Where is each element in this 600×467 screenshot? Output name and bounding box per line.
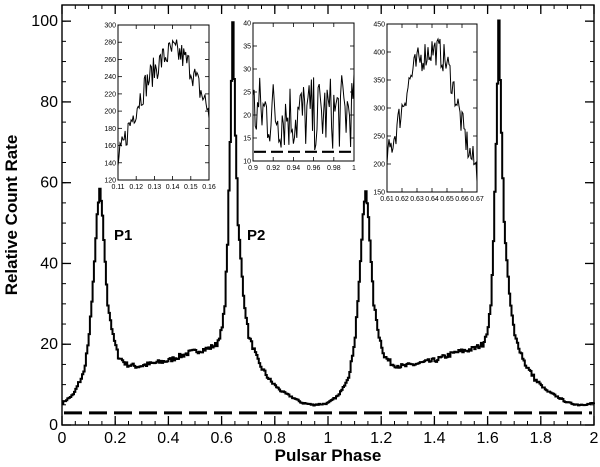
inset-series-trace: [117, 38, 210, 166]
main-ticks: [61, 5, 595, 426]
inset-x-tick-label: 0.66: [455, 196, 469, 203]
main-series: [62, 19, 595, 415]
inset-y-tick-label: 200: [104, 109, 116, 116]
inset-x-tick-label: 0.15: [184, 184, 198, 191]
inset-y-tick-label: 15: [243, 136, 251, 143]
inset-series-trace: [386, 37, 478, 182]
inset-x-tick-label: 0.92: [266, 165, 280, 172]
inset-y-tick-label: 260: [104, 57, 116, 64]
y-tick-label: 40: [40, 255, 58, 272]
x-tick-label: 2: [590, 430, 599, 447]
x-tick-label: 0.8: [264, 430, 286, 447]
main-chart: 0 0.2 0.4 0.6 0.8 1 1.2 1.4 1.6 1.8 2020406080100 …: [2, 4, 599, 465]
inset-frame: [117, 24, 210, 181]
x-tick-label: 0.6: [210, 430, 232, 447]
x-tick-label: 1: [324, 430, 333, 447]
inset-y-tick-label: 250: [373, 134, 385, 141]
x-tick-label: 0: [58, 430, 67, 447]
inset-y-tick-label: 300: [104, 23, 116, 30]
inset-y-tick-label: 280: [104, 40, 116, 47]
inset-x-tick-label: 0.67: [470, 196, 484, 203]
inset-y-tick-label: 450: [373, 22, 385, 29]
inset-y-tick-label: 20: [243, 113, 251, 120]
y-tick-label: 100: [31, 13, 58, 30]
inset-y-tick-label: 350: [373, 78, 385, 85]
inset-y-tick-label: 220: [104, 91, 116, 98]
inset-series-trace: [252, 74, 355, 151]
y-tick-label: 0: [49, 417, 58, 434]
inset-y-tick-label: 240: [104, 74, 116, 81]
inset-x-tick-label: 0.94: [287, 165, 301, 172]
inset-x-tick-label: 0.65: [440, 196, 454, 203]
x-axis-title: Pulsar Phase: [275, 446, 382, 465]
inset-x-tick-label: 0.96: [307, 165, 321, 172]
inset-y-tick-label: 160: [104, 143, 116, 150]
series-pulse-profile: [62, 19, 595, 407]
inset-x-tick-label: 0.98: [327, 165, 341, 172]
inset-chart-off-pulse: 0.9 0.92 0.94 0.96 0.98 1 10 15 20 25 30 35 40: [243, 21, 356, 173]
inset-x-tick-label: 0.16: [202, 184, 216, 191]
inset-y-tick-label: 25: [243, 90, 251, 97]
inset-y-tick-label: 400: [373, 50, 385, 57]
inset-y-tick-label: 40: [243, 21, 251, 28]
x-tick-label: 1.8: [530, 430, 552, 447]
annotation-p2: P2: [247, 227, 265, 244]
inset-x-tick-label: 0.12: [129, 184, 143, 191]
inset-x-tick-label: 0.13: [148, 184, 162, 191]
inset-y-tick-label: 10: [243, 159, 251, 166]
inset-y-tick-label: 150: [373, 190, 385, 197]
inset-y-tick-label: 140: [104, 160, 116, 167]
inset-y-tick-label: 180: [104, 126, 116, 133]
inset-x-tick-label: 0.11: [111, 184, 124, 191]
annotation-p1: P1: [114, 227, 132, 244]
inset-chart-p1-peak: 0.11 0.12 0.13 0.14 0.15 0.16 120 140 160 180 200 2…: [104, 23, 216, 192]
inset-y-tick-label: 200: [373, 162, 385, 169]
y-axis-title: Relative Count Rate: [2, 135, 21, 296]
inset-x-tick-label: 0.63: [410, 196, 424, 203]
x-tick-label: 0.2: [104, 430, 126, 447]
inset-x-tick-label: 0.64: [425, 196, 439, 203]
inset-chart-p2-peak: 0.61 0.62 0.63 0.64 0.65 0.66 0.67 150 200 250 300…: [373, 22, 484, 204]
y-tick-label: 20: [40, 336, 58, 353]
x-tick-label: 0.4: [157, 430, 179, 447]
inset-x-tick-label: 0.14: [166, 184, 180, 191]
inset-y-tick-label: 30: [243, 67, 251, 74]
inset-x-tick-label: 0.62: [395, 196, 409, 203]
x-tick-label: 1.6: [476, 430, 498, 447]
inset-x-tick-label: 0.9: [248, 165, 258, 172]
y-tick-label: 60: [40, 175, 58, 192]
x-tick-label: 1.2: [370, 430, 392, 447]
inset-x-tick-label: 0.61: [380, 196, 394, 203]
x-tick-label: 1.4: [423, 430, 445, 447]
y-tick-label: 80: [40, 94, 58, 111]
inset-y-tick-label: 35: [243, 44, 251, 51]
inset-y-tick-label: 120: [104, 178, 116, 185]
inset-y-tick-label: 300: [373, 106, 385, 113]
inset-x-tick-label: 1: [352, 165, 356, 172]
